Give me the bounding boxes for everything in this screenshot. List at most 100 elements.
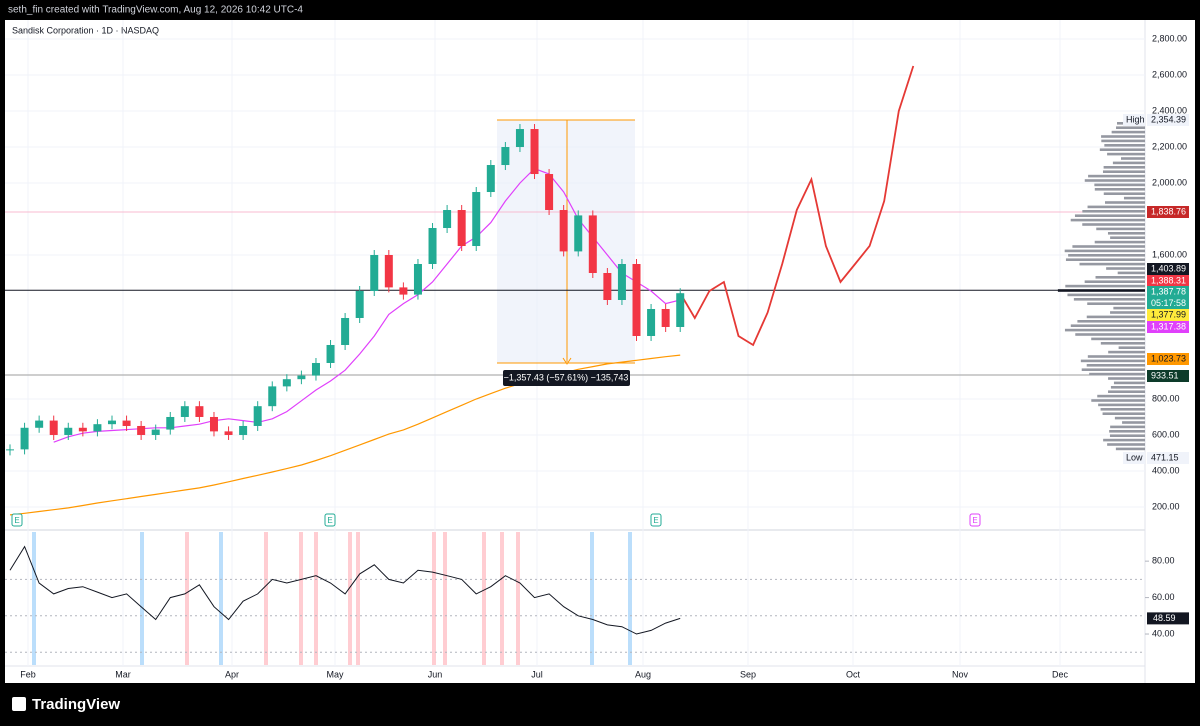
- volume-profile-bar: [1065, 284, 1145, 288]
- price-tag: [1147, 370, 1189, 382]
- candle: [166, 416, 175, 430]
- volume-profile-bar: [1113, 306, 1145, 310]
- volume-profile-bar: [1086, 315, 1145, 319]
- candle: [559, 210, 568, 252]
- signal-bar: [500, 532, 504, 665]
- volume-profile-bar: [1108, 350, 1145, 354]
- earnings-marker: [11, 513, 23, 527]
- volume-profile-bar: [1116, 126, 1145, 129]
- volume-profile-bar: [1070, 218, 1145, 222]
- volume-profile-bar: [1097, 394, 1145, 398]
- brand-name[interactable]: TradingView: [32, 696, 120, 713]
- candle: [107, 420, 116, 425]
- volume-profile-bar: [1089, 372, 1145, 376]
- volume-profile-bar: [1091, 399, 1145, 402]
- volume-profile-bar: [1107, 232, 1145, 235]
- candle: [457, 210, 466, 247]
- volume-profile-bar: [1111, 130, 1145, 134]
- candle: [253, 406, 262, 426]
- volume-profile-bar: [1094, 240, 1145, 244]
- price-tag-label: 471.15: [1151, 452, 1179, 462]
- volume-profile-bar: [1084, 179, 1145, 182]
- earnings-label: E: [653, 516, 658, 525]
- candle: [239, 425, 248, 435]
- candle: [472, 192, 481, 247]
- candle: [428, 228, 437, 265]
- price-tag-prefix-bg: [1123, 452, 1145, 464]
- earnings-label: E: [972, 516, 977, 525]
- volume-profile-bar: [1074, 214, 1145, 217]
- countdown: 05:17:58: [1151, 298, 1186, 308]
- y-tick-label: 2,200.00: [1152, 141, 1187, 151]
- volume-profile-bar: [1118, 346, 1145, 349]
- volume-profile-bar: [1095, 276, 1145, 279]
- volume-profile-bar: [1121, 157, 1145, 160]
- price-tag: [1147, 114, 1189, 126]
- volume-profile-bar: [1102, 170, 1145, 173]
- footer-bar: [0, 683, 1200, 726]
- volume-profile-bar: [1087, 302, 1145, 305]
- candle: [195, 406, 204, 417]
- oscillator-last-bg: [1147, 612, 1189, 625]
- overlay-line: [53, 167, 681, 443]
- candle: [443, 210, 452, 229]
- volume-profile-bar: [1110, 311, 1145, 314]
- volume-profile-bar: [1096, 227, 1145, 231]
- x-tick-label: Jun: [428, 669, 443, 679]
- x-tick-label: Dec: [1052, 669, 1069, 679]
- volume-profile-bar: [1065, 258, 1145, 261]
- price-tag: [1147, 206, 1189, 218]
- y-tick-label: 400.00: [1152, 465, 1180, 475]
- candle: [209, 416, 218, 432]
- volume-profile-bar: [1117, 271, 1145, 275]
- volume-profile-bar: [1123, 196, 1145, 200]
- price-tag-label: 1,403.89: [1151, 263, 1186, 273]
- price-tag-label: 2,354.39: [1151, 114, 1186, 124]
- y-tick-label: 600.00: [1152, 429, 1180, 439]
- candle: [297, 375, 306, 380]
- volume-profile-bar: [1067, 293, 1145, 297]
- y-tick-label: 800.00: [1152, 393, 1180, 403]
- price-tag: [1147, 321, 1189, 333]
- volume-profile-bar: [1064, 328, 1145, 332]
- candle: [545, 174, 554, 211]
- volume-profile-bar: [1101, 139, 1145, 143]
- x-tick-label: Apr: [225, 669, 239, 679]
- candle: [647, 308, 656, 336]
- chart-title: Sandisk Corporation · 1D · NASDAQ: [12, 25, 159, 35]
- oscillator-line: [9, 545, 681, 635]
- y-tick-label: 2,400.00: [1152, 105, 1187, 115]
- volume-profile-bar: [1107, 152, 1145, 156]
- candle: [35, 420, 44, 428]
- signal-bar: [482, 532, 486, 665]
- volume-profile-bar: [1103, 192, 1145, 195]
- candle: [501, 147, 510, 166]
- candle: [399, 287, 408, 295]
- candle: [268, 386, 277, 407]
- candle: [78, 427, 87, 432]
- volume-profile-bar: [1122, 421, 1145, 424]
- volume-profile-bar: [1070, 324, 1145, 327]
- candle: [180, 406, 189, 417]
- volume-profile-bar: [1107, 443, 1145, 446]
- candle: [661, 308, 670, 327]
- candle: [384, 255, 393, 288]
- candle: [20, 427, 29, 450]
- candle: [341, 317, 350, 345]
- volume-profile-bar: [1110, 236, 1145, 239]
- signal-bar: [219, 532, 223, 665]
- signal-bar: [628, 532, 632, 665]
- volume-profile-bar: [1081, 368, 1145, 371]
- price-tag-label: 1,838.76: [1151, 206, 1186, 216]
- price-tag-prefix: High: [1126, 114, 1145, 124]
- volume-profile-bar: [1110, 425, 1145, 429]
- volume-profile-bar: [1110, 386, 1145, 389]
- volume-profile-bar: [1072, 245, 1145, 248]
- volume-profile-bar: [1087, 355, 1145, 358]
- volume-profile-bar: [1082, 210, 1145, 213]
- x-tick-label: Aug: [635, 669, 651, 679]
- countdown-bg: [1147, 298, 1189, 309]
- oscillator-tick-label: 40.00: [1152, 628, 1175, 638]
- earnings-label: E: [14, 516, 19, 525]
